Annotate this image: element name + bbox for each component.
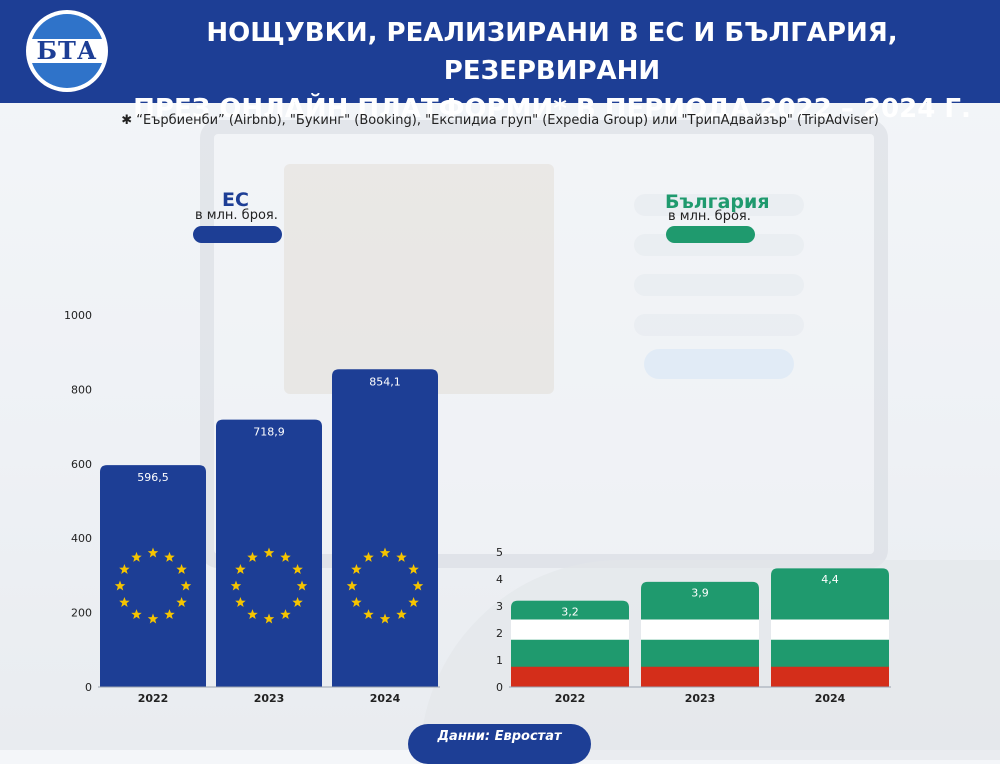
eu-star-icon — [131, 551, 142, 562]
eu-star-icon — [408, 597, 419, 607]
bg-y-tick-label: 4 — [496, 573, 503, 586]
eu-star-icon — [119, 597, 130, 607]
bg-flag-white-stripe — [771, 619, 889, 640]
eu-y-tick-label: 800 — [71, 383, 92, 396]
eu-bar-value-label: 854,1 — [369, 375, 401, 388]
eu-star-icon — [351, 564, 362, 574]
eu-star-icon — [235, 564, 246, 574]
bg-flag-white-stripe — [511, 619, 629, 640]
bg-y-tick-label: 0 — [496, 681, 503, 694]
eu-star-icon — [147, 547, 159, 558]
background-form-field — [634, 274, 804, 296]
eu-chart-title: ЕС — [222, 189, 249, 211]
bg-y-tick-label: 3 — [496, 600, 503, 613]
eu-star-icon — [351, 597, 362, 607]
page-title: НОЩУВКИ, РЕАЛИЗИРАНИ В ЕС И БЪЛГАРИЯ, РЕ… — [122, 14, 982, 128]
eu-bar-chart: 0 200 400 600 800 1000 596,5 2022 718,9 2023 854,1… — [64, 309, 440, 705]
eu-star-icon — [131, 609, 142, 620]
bg-chart-unit: в млн. броя. — [668, 209, 751, 224]
eu-star-icon — [235, 597, 246, 607]
eu-bar-value-label: 596,5 — [137, 471, 169, 484]
eu-star-icon — [363, 551, 374, 562]
eu-star-icon — [176, 564, 187, 574]
bg-y-tick-label: 2 — [496, 627, 503, 640]
eu-star-icon — [147, 613, 159, 624]
eu-star-icon — [164, 609, 175, 620]
bg-chart-title: България — [665, 191, 770, 213]
eu-legend-swatch — [193, 226, 282, 243]
footnote: ✱ “Еърбиенби” (Airbnb), "Букинг" (Bookin… — [121, 113, 879, 128]
eu-star-icon — [247, 609, 258, 620]
title-line-2: ПРЕЗ ОНЛАЙН ПЛАТФОРМИ* В ПЕРИОДА 2022 – … — [133, 94, 971, 124]
eu-y-tick-label: 0 — [85, 681, 92, 694]
eu-x-tick-label: 2023 — [254, 692, 285, 705]
eu-star-icon — [280, 551, 291, 562]
eu-star-icon — [346, 580, 358, 591]
bg-bar-2022 — [511, 600, 629, 687]
eu-star-icon — [176, 597, 187, 607]
bg-x-tick-label: 2024 — [815, 692, 846, 705]
eu-bar-value-label: 718,9 — [253, 426, 285, 439]
eu-bar-2024 — [332, 369, 438, 687]
eu-x-tick-label: 2022 — [138, 692, 169, 705]
background-room-photo — [284, 164, 554, 394]
bg-flag-red-stripe — [511, 666, 629, 687]
eu-star-icon — [247, 551, 258, 562]
bg-bar-2024 — [771, 568, 889, 687]
eu-y-tick-label: 200 — [71, 607, 92, 620]
bg-bar-value-label: 3,2 — [561, 606, 579, 619]
eu-star-icon — [379, 613, 391, 624]
bta-logo: БТА — [26, 10, 108, 92]
eu-star-icon — [412, 580, 424, 591]
bg-x-tick-label: 2023 — [685, 692, 716, 705]
bulgaria-bar-chart: 0 1 2 3 4 5 3,2 2022 3,9 2023 4,4 2024 — [496, 546, 891, 705]
eu-star-icon — [263, 613, 275, 624]
eu-star-icon — [292, 597, 303, 607]
eu-x-tick-label: 2024 — [370, 692, 401, 705]
eu-star-icon — [280, 609, 291, 620]
eu-star-icon — [164, 551, 175, 562]
eu-star-icon — [119, 564, 130, 574]
eu-bar-2022 — [100, 465, 206, 687]
bg-y-tick-label: 5 — [496, 546, 503, 559]
header-banner: БТА НОЩУВКИ, РЕАЛИЗИРАНИ В ЕС И БЪЛГАРИЯ… — [0, 0, 1000, 124]
eu-star-icon — [114, 580, 126, 591]
bg-flag-white-stripe — [641, 619, 759, 640]
eu-star-icon — [230, 580, 242, 591]
eu-star-icon — [396, 609, 407, 620]
eu-star-icon — [296, 580, 308, 591]
bg-legend-swatch — [666, 226, 755, 243]
bg-x-tick-label: 2022 — [555, 692, 586, 705]
bg-y-tick-label: 1 — [496, 654, 503, 667]
bg-flag-red-stripe — [771, 666, 889, 687]
background-search-pill — [644, 349, 794, 379]
eu-star-icon — [396, 551, 407, 562]
eu-star-icon — [180, 580, 192, 591]
eu-star-icon — [379, 547, 391, 558]
title-line-1: НОЩУВКИ, РЕАЛИЗИРАНИ В ЕС И БЪЛГАРИЯ, РЕ… — [206, 18, 898, 86]
eu-chart-unit: в млн. броя. — [195, 208, 278, 223]
eu-y-tick-label: 400 — [71, 532, 92, 545]
logo-text: БТА — [36, 36, 98, 65]
bg-flag-red-stripe — [641, 666, 759, 687]
source-badge: Данни: Евростат — [408, 724, 591, 764]
bg-bar-value-label: 3,9 — [691, 587, 709, 600]
background-form-field — [634, 194, 804, 216]
bg-bar-2023 — [641, 581, 759, 687]
eu-y-tick-label: 1000 — [64, 309, 92, 322]
eu-y-tick-label: 600 — [71, 458, 92, 471]
eu-star-icon — [363, 609, 374, 620]
background-form-field — [634, 314, 804, 336]
bg-bar-value-label: 4,4 — [821, 573, 839, 586]
eu-star-icon — [263, 547, 275, 558]
eu-star-icon — [408, 564, 419, 574]
eu-star-icon — [292, 564, 303, 574]
